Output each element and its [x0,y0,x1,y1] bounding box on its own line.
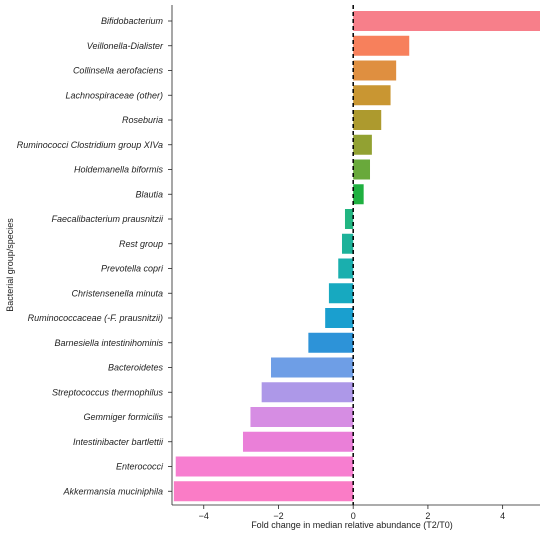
category-label-6: Holdemanella biformis [74,165,164,175]
x-tick-label-1: −2 [273,511,283,521]
x-tick-label-4: 4 [500,511,505,521]
bar-2 [353,60,397,81]
bar-4 [353,110,382,130]
category-label-9: Rest group [119,239,163,249]
category-label-15: Streptococcus thermophilus [52,387,164,397]
bar-7 [353,184,364,205]
category-label-1: Veillonella-Dialister [87,41,164,51]
category-label-13: Barnesiella intestinihominis [54,338,163,348]
category-label-4: Roseburia [122,115,163,125]
category-label-12: Ruminococcaceae (-F. prausnitzii) [28,313,163,323]
category-label-16: Gemmiger formicilis [83,412,163,422]
category-label-18: Enterococci [116,462,164,472]
x-tick-label-2: 0 [351,511,356,521]
bar-1 [353,35,410,56]
x-tick-label-0: −4 [199,511,209,521]
x-tick-label-3: 2 [425,511,430,521]
category-label-19: Akkermansia muciniphila [62,486,163,496]
category-label-8: Faecalibacterium prausnitzii [51,214,164,224]
bar-5 [353,134,372,155]
category-label-0: Bifidobacterium [101,16,164,26]
bar-17 [242,431,354,452]
bar-3 [353,85,391,106]
bar-9 [341,233,354,254]
category-labels: Bifidobacterium Veillonella-Dialister Coll… [17,16,172,496]
x-ticks: −4 −2 0 2 4 [199,505,505,521]
category-label-5: Ruminococci Clostridium group XIVa [17,140,163,150]
bar-16 [250,407,354,427]
bar-11 [328,283,354,304]
bar-15 [261,382,354,403]
category-label-2: Collinsella aerofaciens [73,66,164,76]
bar-8 [344,209,354,229]
bar-19 [173,481,354,502]
category-label-14: Bacteroidetes [108,363,164,373]
bar-14 [271,357,354,378]
bar-12 [325,308,354,328]
category-label-10: Prevotella copri [101,264,164,274]
bar-0 [353,11,540,31]
category-label-3: Lachnospiraceae (other) [65,90,163,100]
x-axis-title: Fold change in median relative abundance… [251,520,453,530]
bar-10 [338,258,354,279]
bar-6 [353,159,371,180]
bar-13 [308,332,354,353]
bar-18 [175,456,354,477]
y-axis-title: Bacterial group/species [5,218,15,312]
bars-group [173,11,540,502]
category-label-11: Christensenella minuta [71,288,163,298]
category-label-7: Blautia [135,189,163,199]
category-label-17: Intestinibacter bartlettii [73,437,164,447]
